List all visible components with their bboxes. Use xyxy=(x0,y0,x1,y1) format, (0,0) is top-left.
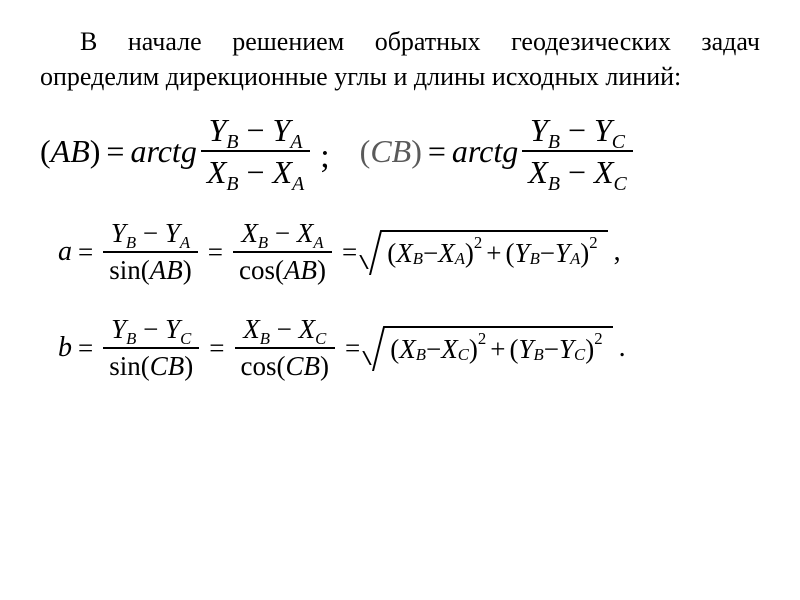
lparen: ( xyxy=(40,133,51,170)
equation-a: a = YB − YA sin(AB) = XB − XA xyxy=(40,218,621,286)
rparen: ) xyxy=(90,133,101,170)
label-cb: CB xyxy=(370,133,411,170)
numerator: YB − YC xyxy=(524,112,631,148)
fraction-a-sin: YB − YA sin(AB) xyxy=(103,218,198,286)
numerator: YB − YA xyxy=(203,112,309,148)
equation-row-b: b = YB − YC sin(CB) = XB − XC xyxy=(40,314,760,382)
intro-text: В начале решением обратных геодезических… xyxy=(40,27,760,91)
denominator: XB − XA xyxy=(201,154,310,190)
denominator: XB − XC xyxy=(522,154,633,190)
arctg: arctg xyxy=(452,133,518,170)
intro-paragraph: В начале решением обратных геодезических… xyxy=(40,24,760,94)
equals: = xyxy=(209,333,224,364)
semicolon: ; xyxy=(320,138,329,176)
equation-cb-direction: ( CB ) = arctg YB − YC XB − XC xyxy=(360,112,637,190)
fraction-b-sin: YB − YC sin(CB) xyxy=(103,314,199,382)
equals: = xyxy=(342,237,357,268)
fraction-a-cos: XB − XA cos(AB) xyxy=(233,218,332,286)
fraction-b-cos: XB − XC cos(CB) xyxy=(235,314,336,382)
equals: = xyxy=(208,237,223,268)
var-b: b xyxy=(58,332,72,364)
lparen: ( xyxy=(360,133,371,170)
equation-row-a: a = YB − YA sin(AB) = XB − XA xyxy=(40,218,760,286)
equals: = xyxy=(106,133,124,170)
rparen: ) xyxy=(411,133,422,170)
trailing-period: . xyxy=(619,332,626,364)
arctg: arctg xyxy=(130,133,196,170)
trailing-comma: , xyxy=(614,236,621,268)
sqrt-a: ( XB − XA )2 + ( YB − YA )2 xyxy=(363,230,607,275)
equation-row-directions: ( AB ) = arctg YB − YA XB − XA ; ( xyxy=(40,112,760,190)
sqrt-b: ( XB − XC )2 + ( YB − YC )2 xyxy=(366,326,612,371)
equals: = xyxy=(345,333,360,364)
slide: В начале решением обратных геодезических… xyxy=(0,0,800,382)
equation-ab-direction: ( AB ) = arctg YB − YA XB − XA ; xyxy=(40,112,332,190)
equation-b: b = YB − YC sin(CB) = XB − XC xyxy=(40,314,626,382)
fraction-ab: YB − YA XB − XA xyxy=(201,112,310,190)
equals: = xyxy=(78,333,93,364)
fraction-cb: YB − YC XB − XC xyxy=(522,112,633,190)
var-a: a xyxy=(58,236,72,268)
label-ab: AB xyxy=(51,133,90,170)
equals: = xyxy=(78,237,93,268)
equals: = xyxy=(428,133,446,170)
